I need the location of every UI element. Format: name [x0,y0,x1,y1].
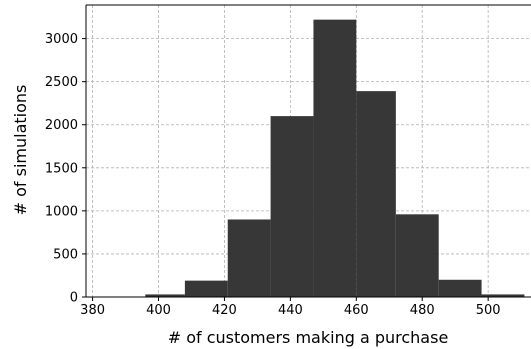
x-axis-label: # of customers making a purchase [168,328,449,347]
y-axis-label: # of simulations [11,85,30,216]
y-tick-label: 0 [70,291,78,306]
histogram-bar-3 [227,219,271,297]
histogram-bar-5 [313,19,357,298]
y-tick-label: 500 [53,247,78,262]
histogram-bar-6 [356,91,396,297]
y-axis-ticks: 0 500 1000 1500 2000 2500 3000 [45,32,86,306]
histogram-bar-2 [184,280,228,297]
x-tick-label: 460 [344,303,369,318]
y-tick-label: 3000 [45,32,78,47]
y-tick-label: 1000 [45,204,78,219]
histogram-bars [145,19,525,298]
histogram-bar-4 [270,116,314,297]
x-tick-label: 420 [212,303,237,318]
histogram-bar-9 [481,294,525,297]
x-axis-ticks: 380 400 420 440 460 480 500 [80,297,501,318]
histogram-bar-1 [145,294,185,297]
x-tick-label: 500 [476,303,501,318]
histogram-bar-8 [438,279,482,297]
x-tick-label: 480 [410,303,435,318]
y-tick-label: 1500 [45,161,78,176]
x-tick-label: 440 [278,303,303,318]
x-tick-label: 380 [80,303,105,318]
plot-frame [85,4,531,298]
y-tick-label: 2500 [45,75,78,90]
y-tick-label: 2000 [45,118,78,133]
x-tick-label: 400 [146,303,171,318]
histogram-bar-7 [395,214,439,297]
